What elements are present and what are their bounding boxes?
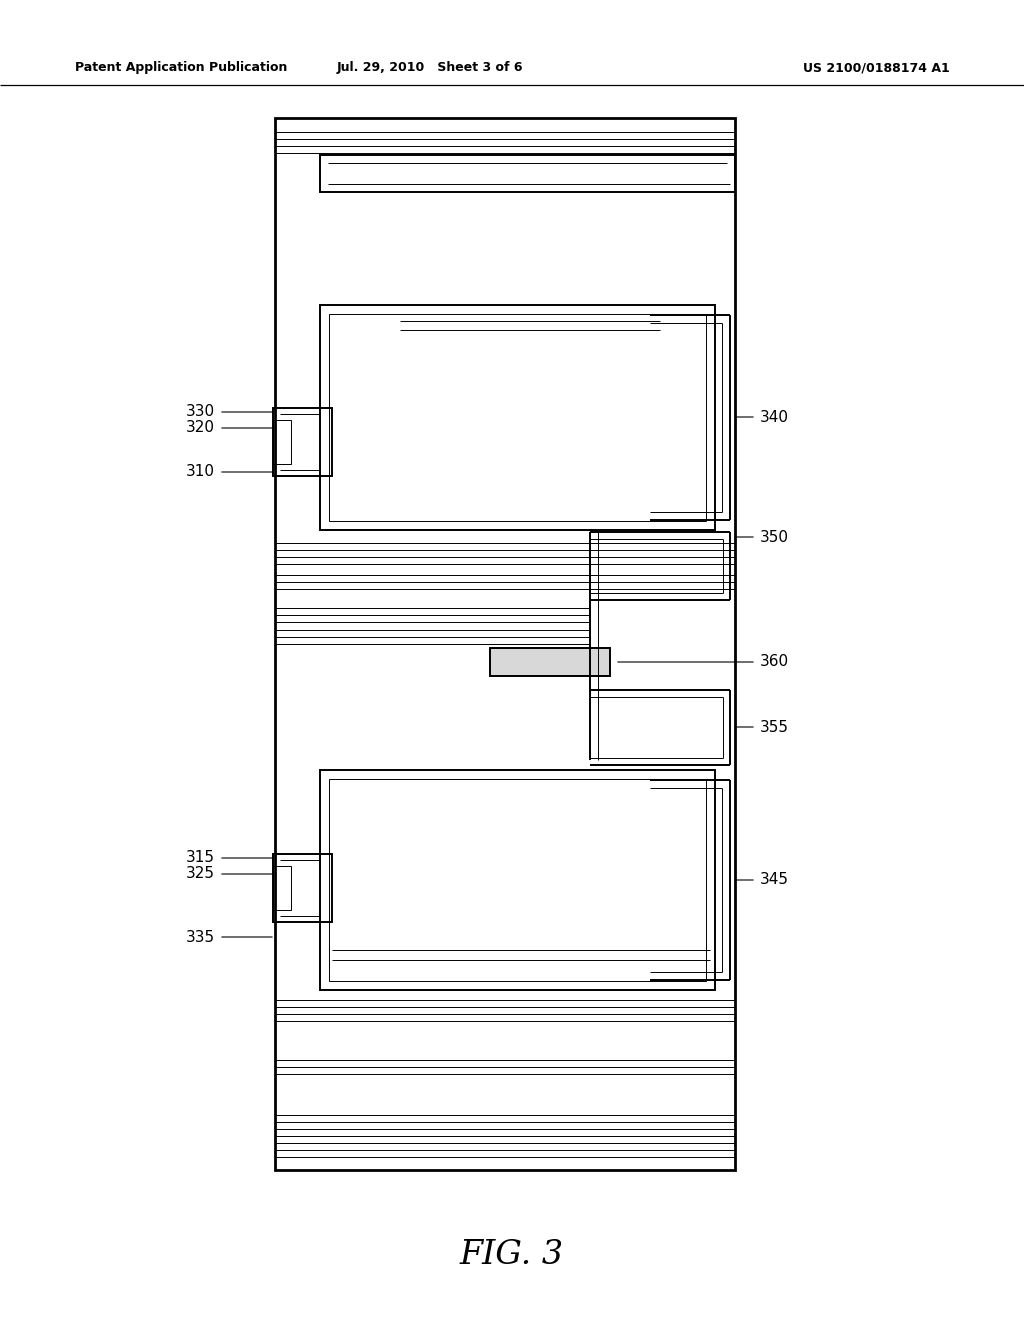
Text: 340: 340 bbox=[760, 409, 790, 425]
Text: 330: 330 bbox=[186, 404, 215, 420]
Text: Jul. 29, 2010   Sheet 3 of 6: Jul. 29, 2010 Sheet 3 of 6 bbox=[337, 62, 523, 74]
Text: FIG. 3: FIG. 3 bbox=[460, 1239, 564, 1271]
Bar bbox=[329, 779, 706, 981]
Bar bbox=[490, 648, 610, 676]
Bar bbox=[273, 866, 291, 909]
Text: 350: 350 bbox=[760, 529, 790, 544]
Bar bbox=[273, 420, 291, 465]
Text: 345: 345 bbox=[760, 873, 790, 887]
Bar bbox=[319, 770, 715, 990]
Text: 315: 315 bbox=[186, 850, 215, 866]
Bar bbox=[319, 305, 715, 531]
Text: US 2100/0188174 A1: US 2100/0188174 A1 bbox=[803, 62, 950, 74]
Bar bbox=[319, 154, 735, 191]
Text: 360: 360 bbox=[760, 655, 790, 669]
Text: 325: 325 bbox=[186, 866, 215, 882]
Text: 335: 335 bbox=[186, 929, 215, 945]
Bar bbox=[273, 854, 332, 921]
Bar bbox=[329, 314, 706, 521]
Text: 310: 310 bbox=[186, 465, 215, 479]
Bar bbox=[275, 117, 735, 1170]
Bar bbox=[273, 408, 332, 477]
Text: Patent Application Publication: Patent Application Publication bbox=[75, 62, 288, 74]
Text: 320: 320 bbox=[186, 421, 215, 436]
Text: 355: 355 bbox=[760, 719, 790, 734]
